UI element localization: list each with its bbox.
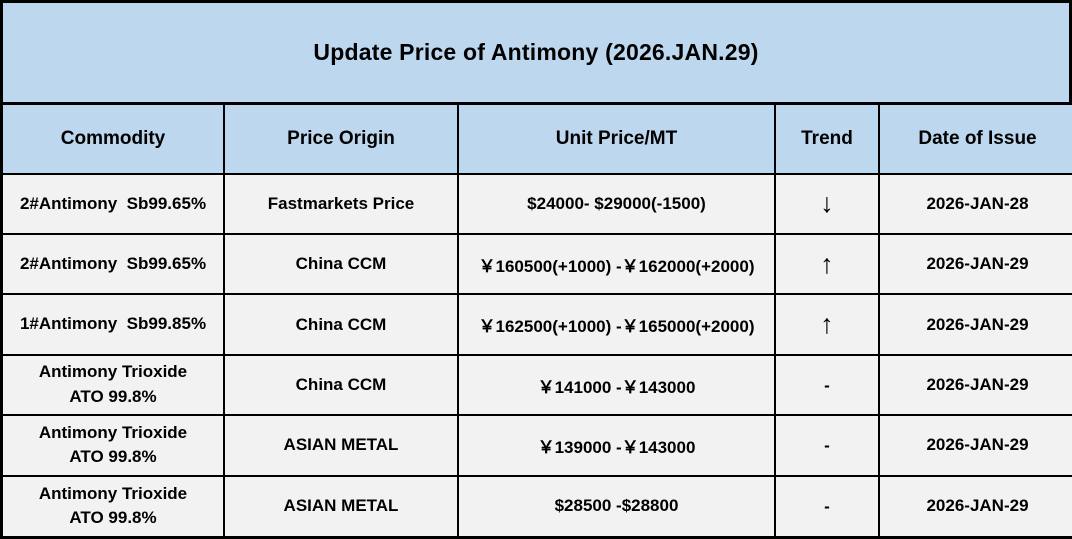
price-table: Commodity Price Origin Unit Price/MT Tre…: [3, 105, 1072, 536]
table-row: Antimony Trioxide ATO 99.8% ASIAN METAL …: [3, 414, 1072, 477]
column-header-commodity: Commodity: [3, 105, 225, 175]
trend-flat-dash: -: [774, 474, 880, 536]
price-origin-cell: Fastmarkets Price: [223, 172, 459, 236]
column-header-price-origin: Price Origin: [223, 105, 459, 175]
unit-price-cell: $28500 -$28800: [457, 474, 776, 536]
date-of-issue-cell: 2026-JAN-29: [878, 293, 1072, 356]
page-title: Update Price of Antimony (2026.JAN.29): [313, 39, 759, 65]
unit-price-cell: ￥160500(+1000) -￥162000(+2000): [457, 233, 776, 296]
unit-price-cell: ￥162500(+1000) -￥165000(+2000): [457, 293, 776, 356]
table-row: 2#Antimony Sb99.65% Fastmarkets Price $2…: [3, 172, 1072, 236]
commodity-cell: 1#Antimony Sb99.85%: [3, 293, 225, 356]
commodity-cell: Antimony Trioxide ATO 99.8%: [3, 414, 225, 477]
unit-price-cell: ￥139000 -￥143000: [457, 414, 776, 477]
date-of-issue-cell: 2026-JAN-29: [878, 414, 1072, 477]
table-row: Antimony Trioxide ATO 99.8% China CCM ￥1…: [3, 353, 1072, 417]
date-of-issue-cell: 2026-JAN-28: [878, 172, 1072, 236]
price-origin-cell: China CCM: [223, 293, 459, 356]
commodity-cell: 2#Antimony Sb99.65%: [3, 233, 225, 296]
price-origin-cell: China CCM: [223, 233, 459, 296]
commodity-cell: Antimony Trioxide ATO 99.8%: [3, 474, 225, 536]
date-of-issue-cell: 2026-JAN-29: [878, 353, 1072, 417]
column-header-trend: Trend: [774, 105, 880, 175]
date-of-issue-cell: 2026-JAN-29: [878, 474, 1072, 536]
commodity-cell: Antimony Trioxide ATO 99.8%: [3, 353, 225, 417]
table-row: 2#Antimony Sb99.65% China CCM ￥160500(+1…: [3, 233, 1072, 296]
trend-up-arrow-icon: ↑: [774, 233, 880, 296]
date-of-issue-cell: 2026-JAN-29: [878, 233, 1072, 296]
trend-up-arrow-icon: ↑: [774, 293, 880, 356]
table-row: Antimony Trioxide ATO 99.8% ASIAN METAL …: [3, 474, 1072, 536]
commodity-cell: 2#Antimony Sb99.65%: [3, 172, 225, 236]
price-origin-cell: ASIAN METAL: [223, 474, 459, 536]
table-header-row: Commodity Price Origin Unit Price/MT Tre…: [3, 105, 1072, 175]
title-banner: Update Price of Antimony (2026.JAN.29): [3, 3, 1069, 105]
table-row: 1#Antimony Sb99.85% China CCM ￥162500(+1…: [3, 293, 1072, 356]
trend-down-arrow-icon: ↓: [774, 172, 880, 236]
trend-flat-dash: -: [774, 414, 880, 477]
price-origin-cell: ASIAN METAL: [223, 414, 459, 477]
column-header-date-of-issue: Date of Issue: [878, 105, 1072, 175]
price-origin-cell: China CCM: [223, 353, 459, 417]
unit-price-cell: ￥141000 -￥143000: [457, 353, 776, 417]
column-header-unit-price: Unit Price/MT: [457, 105, 776, 175]
unit-price-cell: $24000- $29000(-1500): [457, 172, 776, 236]
trend-flat-dash: -: [774, 353, 880, 417]
